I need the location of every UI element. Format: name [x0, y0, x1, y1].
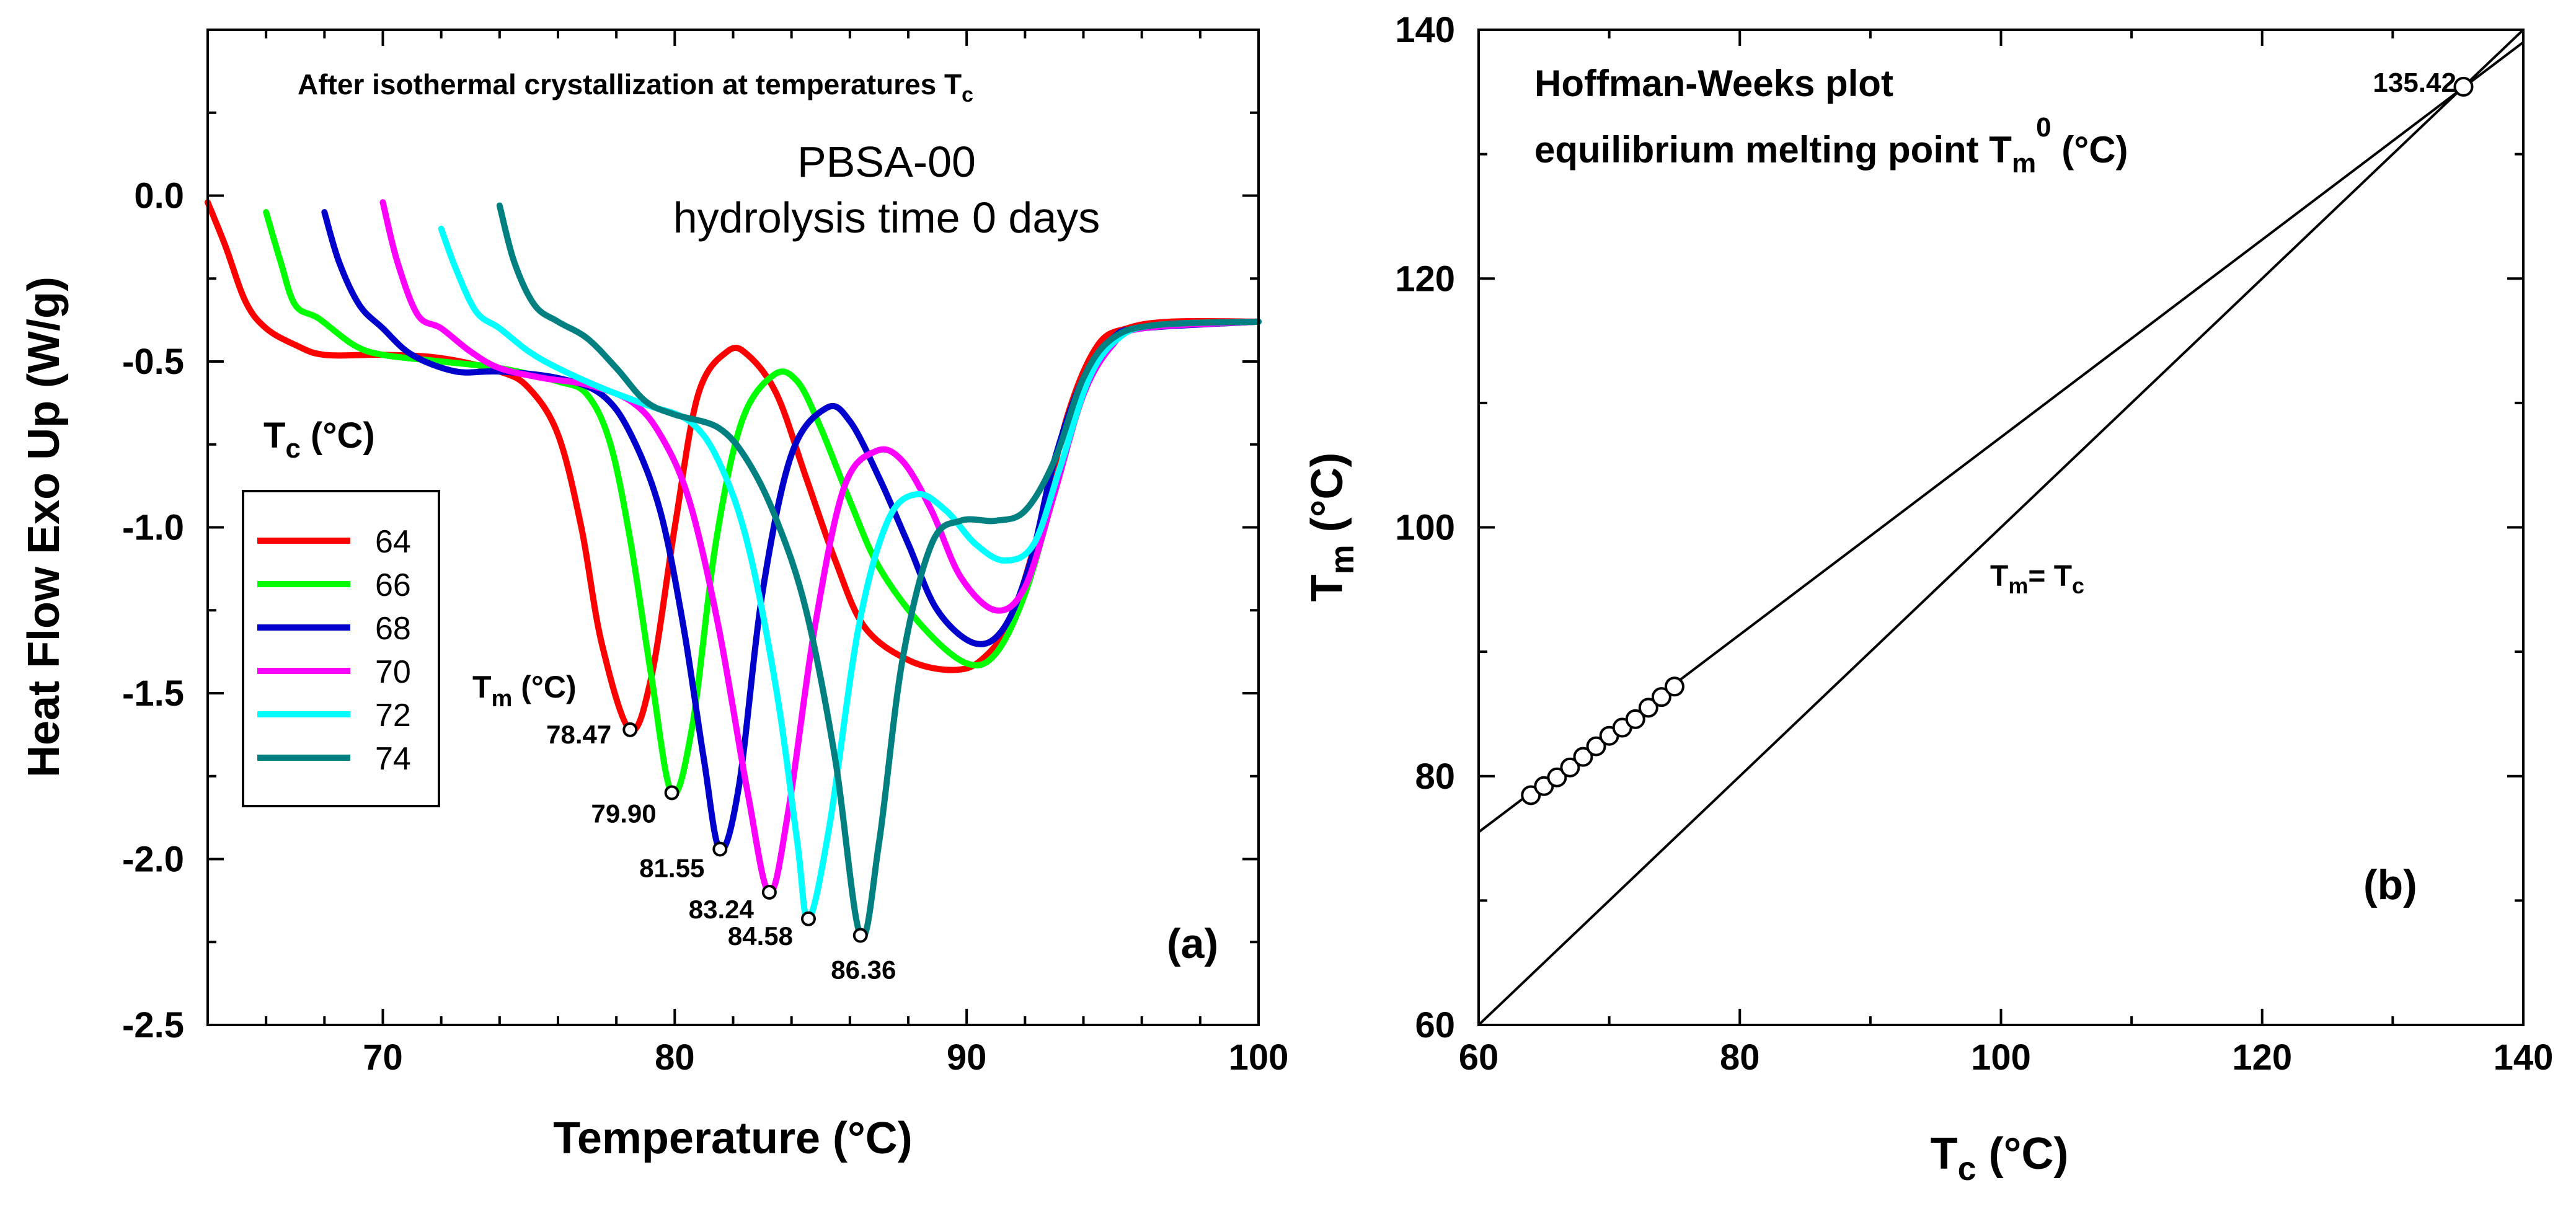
panel-b-intersection-label: 135.42 — [2373, 68, 2456, 98]
panel-b-x-tick-label: 140 — [2494, 1037, 2554, 1078]
curve-tc-72 — [438, 226, 1262, 922]
panel-a-x-axis-label: Temperature (°C) — [553, 1114, 913, 1163]
hw-data-point — [1521, 785, 1541, 805]
peak-marker-72 — [800, 911, 816, 926]
peak-label-70: 83.24 — [689, 895, 755, 924]
panel-a-legend: 64 66 68 70 72 74 — [242, 490, 440, 807]
panel-a-x-tick-label: 80 — [655, 1037, 695, 1078]
legend-label-64: 64 — [375, 524, 411, 560]
legend-label-70: 70 — [375, 654, 411, 690]
panel-b-y-tick-label: 80 — [1415, 756, 1455, 797]
panel-a-sample-note: hydrolysis time 0 days — [673, 193, 1100, 242]
panel-b-y-tick-label: 140 — [1395, 10, 1455, 50]
peak-marker-64 — [622, 722, 638, 737]
legend-label-68: 68 — [375, 611, 411, 647]
peak-label-68: 81.55 — [639, 853, 704, 882]
panel-a-tm-label: Tm (°C) — [472, 670, 577, 712]
panel-b-hoffman-weeks-chart: 60 80 100 120 140 60 80 100 120 140 Hoffman-Weeks… — [1303, 10, 2553, 1187]
panel-a-x-tick-label: 70 — [363, 1037, 403, 1078]
hw-data-point — [1638, 698, 1658, 718]
hw-data-point — [1586, 736, 1606, 756]
panel-a-curves — [205, 199, 1262, 941]
panel-b-x-axis-label: Tc (°C) — [1931, 1129, 2069, 1187]
peak-marker-70 — [761, 885, 777, 900]
curve-tc-68 — [321, 209, 1262, 853]
intersection-point — [2453, 76, 2474, 97]
panel-b-y-axis-label: Tm (°C) — [1303, 453, 1361, 602]
panel-b-identity-line-label: Tm= Tc — [1990, 560, 2084, 598]
panel-a-y-tick-label: -2.0 — [122, 840, 184, 880]
panel-a-ticks: 70 80 90 100 0.0 -0.5 -1.0 -1.5 -2.0 -2.5 — [122, 29, 1289, 1078]
panel-b-x-tick-label: 120 — [2232, 1037, 2292, 1078]
panel-b-title-line1: Hoffman-Weeks plot — [1534, 63, 1893, 104]
panel-a-panel-label: (a) — [1167, 920, 1218, 967]
peak-label-64: 78.47 — [546, 720, 611, 749]
panel-b-x-tick-label: 80 — [1720, 1037, 1760, 1078]
panel-a-x-tick-label: 90 — [947, 1037, 987, 1078]
panel-a-y-tick-label: 0.0 — [134, 176, 184, 216]
panel-a-y-axis-label: Heat Flow Exo Up (W/g) — [19, 277, 69, 778]
panel-b-panel-label: (b) — [2363, 861, 2417, 908]
legend-label-74: 74 — [375, 741, 411, 777]
hw-data-point — [1651, 687, 1671, 707]
panel-a-dsc-chart: 70 80 90 100 0.0 -0.5 -1.0 -1.5 -2.0 -2.5 78.47 79… — [19, 29, 1289, 1163]
panel-b-y-tick-label: 120 — [1395, 259, 1455, 299]
panel-a-y-tick-label: -1.5 — [122, 673, 184, 714]
panel-a-legend-items: 64 66 68 70 72 74 — [257, 524, 411, 777]
panel-a-y-tick-label: -1.0 — [122, 508, 184, 548]
panel-a-y-tick-label: -2.5 — [122, 1005, 184, 1045]
hw-data-point — [1560, 757, 1580, 778]
panel-b-x-tick-label: 60 — [1459, 1037, 1499, 1078]
panel-a-legend-title: Tc (°C) — [263, 415, 375, 464]
hw-data-point — [1547, 767, 1567, 787]
legend-label-72: 72 — [375, 698, 411, 734]
peak-marker-74 — [852, 928, 868, 943]
panel-a-x-tick-label: 100 — [1229, 1037, 1289, 1078]
peak-label-66: 79.90 — [591, 799, 657, 828]
hw-data-point — [1664, 676, 1684, 697]
panel-a-y-tick-label: -0.5 — [122, 342, 184, 382]
panel-b-y-tick-label: 100 — [1395, 508, 1455, 548]
hw-data-point — [1625, 709, 1645, 729]
panel-b-data-points — [1521, 76, 2474, 805]
curve-tc-74 — [496, 202, 1262, 941]
legend-label-66: 66 — [375, 567, 411, 603]
panel-b-x-tick-label: 100 — [1971, 1037, 2031, 1078]
panel-a-header: After isothermal crystallization at temp… — [298, 68, 973, 107]
peak-label-72: 84.58 — [728, 921, 793, 951]
peak-marker-66 — [664, 785, 679, 800]
hw-data-point — [1573, 747, 1593, 767]
panel-a-sample-name: PBSA-00 — [797, 138, 976, 186]
peak-marker-68 — [712, 841, 728, 857]
panel-b-title-line2: equilibrium melting point Tm0 (°C) — [1534, 112, 2128, 179]
panel-b-ticks: 60 80 100 120 140 60 80 100 120 140 — [1395, 10, 2553, 1078]
panel-b-y-tick-label: 60 — [1415, 1005, 1455, 1045]
curve-tc-70 — [379, 199, 1262, 895]
peak-label-74: 86.36 — [831, 955, 896, 985]
identity-line — [1477, 29, 2525, 1026]
